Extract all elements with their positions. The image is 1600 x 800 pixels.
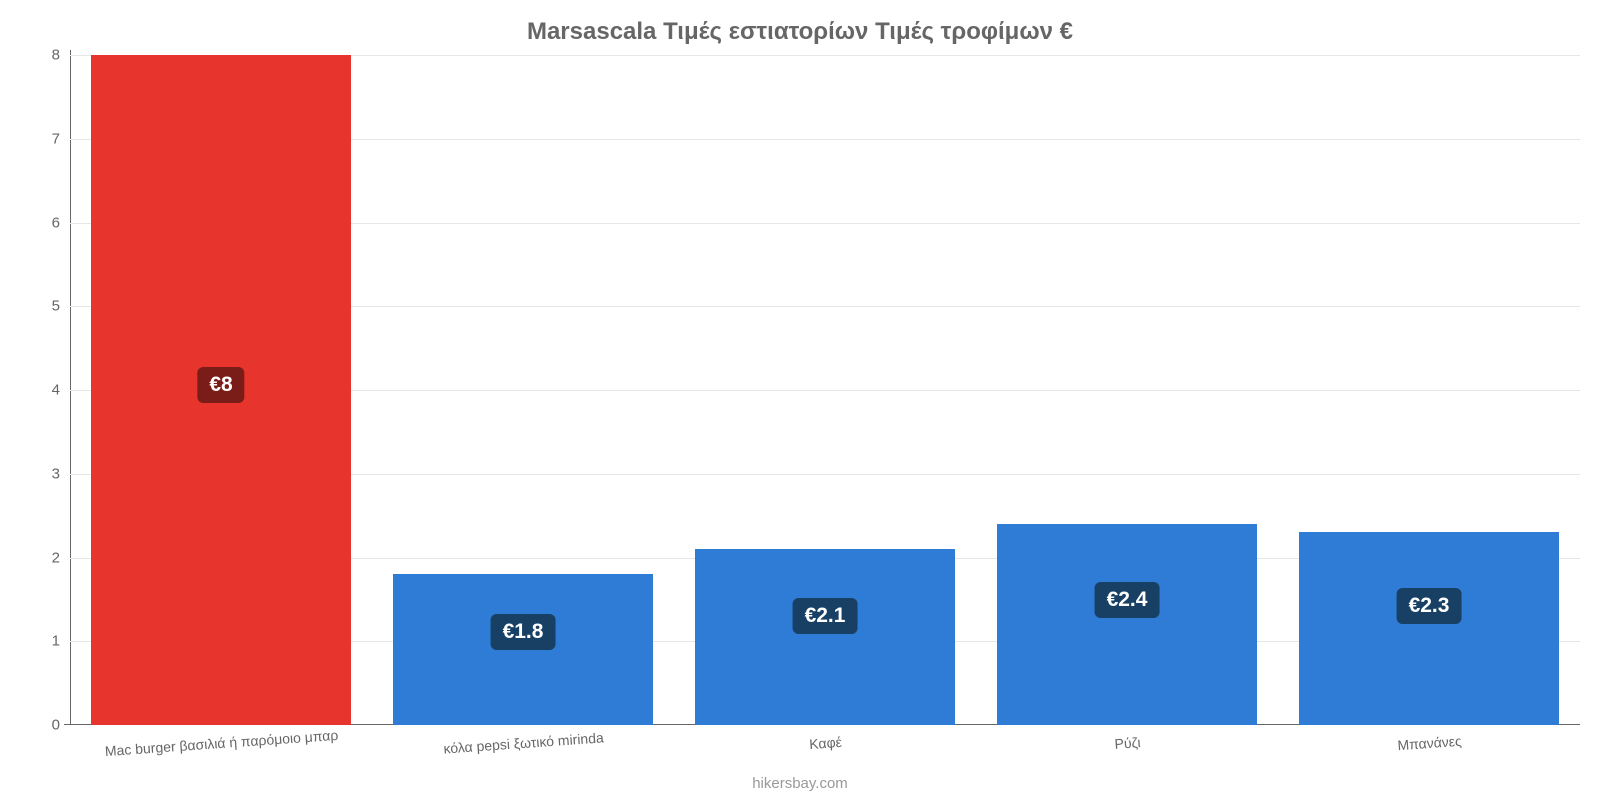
plot-area: 012345678 €8€1.8€2.1€2.4€2.3 Mac burger … — [70, 55, 1580, 725]
y-tick-label: 0 — [52, 717, 70, 734]
bar-value-badge: €2.4 — [1095, 582, 1160, 618]
bars-layer: €8 €1.8 €2.1 €2.4 €2.3 — [70, 55, 1580, 725]
y-tick-label: 5 — [52, 298, 70, 315]
y-tick-label: 7 — [52, 130, 70, 147]
y-tick-label: 6 — [52, 214, 70, 231]
attribution-text: hikersbay.com — [0, 775, 1600, 792]
y-tick-label: 1 — [52, 633, 70, 650]
x-tick-label: κόλα pepsi ξωτικό mirinda — [443, 729, 604, 756]
x-tick-label: Mac burger βασιλιά ή παρόμοιο μπαρ — [104, 727, 338, 759]
y-tick-label: 8 — [52, 47, 70, 64]
bar-value-badge: €1.8 — [491, 614, 556, 650]
bar[interactable] — [1299, 532, 1559, 725]
y-tick-label: 2 — [52, 549, 70, 566]
bar-value-badge: €2.3 — [1397, 588, 1462, 624]
bar[interactable] — [393, 574, 653, 725]
y-tick-label: 3 — [52, 465, 70, 482]
bar[interactable] — [997, 524, 1257, 725]
bar[interactable] — [695, 549, 955, 725]
bar-value-badge: €2.1 — [793, 598, 858, 634]
x-tick-label: Ρύζι — [1114, 734, 1141, 752]
y-tick-label: 4 — [52, 382, 70, 399]
chart-title: Marsascala Τιμές εστιατορίων Τιμές τροφί… — [0, 18, 1600, 46]
x-tick-label: Μπανάνες — [1397, 733, 1462, 753]
bar-value-badge: €8 — [197, 367, 244, 403]
x-tick-label: Καφέ — [809, 734, 843, 752]
price-bar-chart: Marsascala Τιμές εστιατορίων Τιμές τροφί… — [0, 0, 1600, 800]
